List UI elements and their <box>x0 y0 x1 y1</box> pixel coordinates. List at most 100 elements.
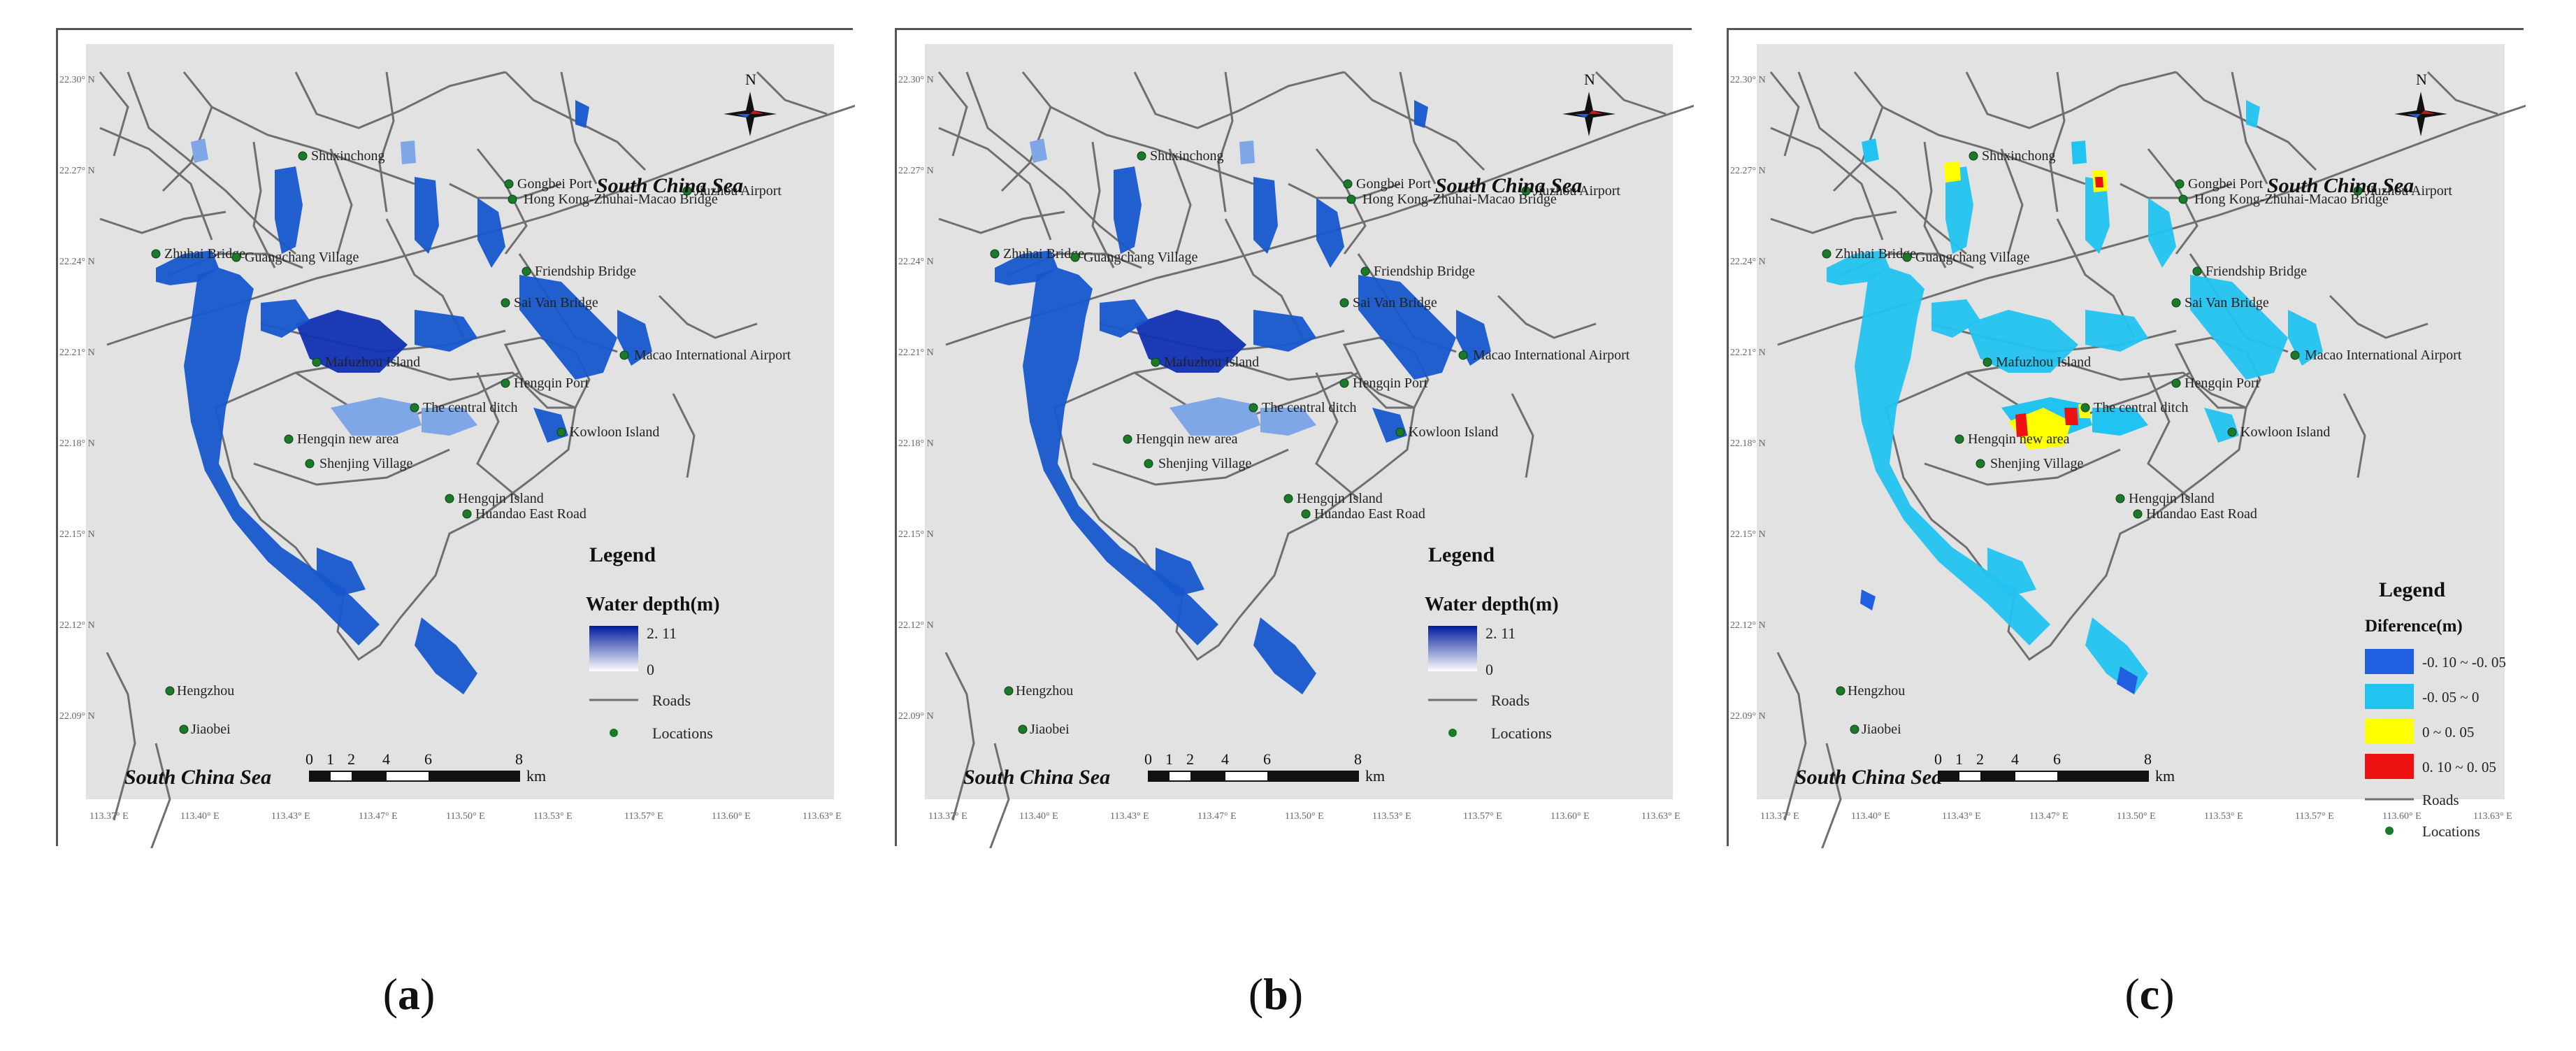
longitude-tick-label: 113.40° E <box>180 811 220 822</box>
road-line <box>2329 294 2429 339</box>
scale-bar-segment <box>2057 771 2106 781</box>
flooded-area <box>1316 198 1344 268</box>
location-label: Gongbei Port <box>1356 176 1432 192</box>
road-line <box>1924 448 2121 486</box>
location-marker <box>1343 179 1353 189</box>
location-label: Hengzhou <box>177 683 234 699</box>
latitude-tick-label: 22.18° N <box>59 438 95 449</box>
location-label: Friendship Bridge <box>1374 264 1475 279</box>
longitude-tick-label: 113.37° E <box>89 811 129 822</box>
longitude-tick-label: 113.37° E <box>928 811 967 822</box>
location-label: Hengzhou <box>1848 683 1905 699</box>
location-label: Mafuzhou Island <box>325 355 420 370</box>
longitude-tick-label: 113.60° E <box>2382 811 2422 822</box>
diff-positive-area <box>1944 162 1961 183</box>
road-line <box>1217 71 1234 213</box>
legend-min-value: 0 <box>1485 661 1493 678</box>
road-line <box>294 71 506 129</box>
legend-locations-label: Locations <box>652 724 713 742</box>
location-marker <box>1983 357 1992 367</box>
map-b-canvas: Jiuzhou Airport Shuxinchong Gongbei PortHo… <box>897 30 1694 848</box>
location-label: Hengqin Island <box>2129 491 2215 506</box>
latitude-tick-label: 22.21° N <box>59 348 95 358</box>
latitude-tick-label: 22.24° N <box>59 257 95 267</box>
location-label: Shenjing Village <box>1990 456 2084 471</box>
latitude-tick-label: 22.15° N <box>898 529 934 540</box>
longitude-tick-label: 113.53° E <box>1372 811 1411 822</box>
location-label: Friendship Bridge <box>2206 264 2307 279</box>
location-label: Jiaobei <box>1030 722 1070 737</box>
road-line <box>150 743 171 848</box>
location-marker <box>1902 252 1912 262</box>
flooded-area <box>1966 310 2078 373</box>
location-marker <box>1339 378 1349 388</box>
road-line <box>1769 71 1800 157</box>
legend-heading: Diference(m) <box>2365 617 2463 636</box>
scale-bar-segment <box>310 771 331 781</box>
scale-number: 4 <box>1221 750 1229 768</box>
location-label: Mafuzhou Island <box>1996 355 2091 370</box>
map-b-flood-layer <box>995 100 1491 694</box>
location-marker <box>1976 459 1985 469</box>
location-label: Shenjing Village <box>319 456 413 471</box>
location-marker <box>305 459 315 469</box>
legend-heading: Water depth(m) <box>586 594 720 615</box>
flooded-area <box>1931 299 1980 338</box>
scale-bar-segment <box>352 771 387 781</box>
road-line <box>1776 652 1807 821</box>
scale-bar-segment <box>1149 771 1170 781</box>
flooded-area <box>296 310 408 373</box>
location-marker <box>1822 249 1832 259</box>
road-line <box>378 71 395 213</box>
flooded-area <box>156 250 219 285</box>
road-line <box>1923 141 1947 269</box>
location-marker <box>1521 186 1531 196</box>
latitude-tick-label: 22.21° N <box>1730 348 1766 358</box>
map-c-legend: Legend Diference(m) -0. 10 ~ -0. 05 -0. 05 … <box>2365 578 2506 840</box>
map-b-compass: N <box>1562 71 1616 136</box>
road-line <box>965 71 1135 255</box>
road-line <box>1315 372 1359 500</box>
latitude-tick-label: 22.15° N <box>59 529 95 540</box>
road-line <box>2049 71 2066 213</box>
road-line <box>2120 183 2233 199</box>
location-label: Hengzhou <box>1016 683 1073 699</box>
flooded-area <box>1023 268 1218 645</box>
location-label: Sai Van Bridge <box>514 295 598 310</box>
road-line <box>1770 210 1897 234</box>
compass-accent <box>2407 114 2421 117</box>
map-c-scale-bar: 0 1 2 4 6 8km <box>1934 750 2175 785</box>
legend-location-swatch <box>2385 827 2394 835</box>
flooded-area <box>1253 177 1278 254</box>
legend-locations-label: Locations <box>2422 823 2480 840</box>
legend-class-swatch <box>2365 719 2414 744</box>
location-marker <box>521 266 531 276</box>
location-label: Hengqin new area <box>297 431 399 447</box>
diff-positive-strong-area <box>2064 408 2078 425</box>
location-marker <box>2080 403 2090 413</box>
location-marker <box>151 249 161 259</box>
legend-title: Legend <box>2379 578 2445 601</box>
road-line <box>476 148 528 255</box>
legend-roads-label: Roads <box>1491 692 1530 709</box>
road-line <box>2147 372 2191 500</box>
flooded-area <box>415 177 439 254</box>
latitude-tick-label: 22.30° N <box>898 75 934 85</box>
longitude-tick-label: 113.53° E <box>2204 811 2243 822</box>
scale-number: 1 <box>326 750 334 768</box>
road-line <box>99 210 226 234</box>
location-label: Gongbei Port <box>517 176 593 192</box>
location-label: Hengqin Island <box>1297 491 1383 506</box>
road-line <box>252 141 276 269</box>
location-label: Hengqin new area <box>1968 431 2070 447</box>
flooded-area <box>995 250 1058 285</box>
location-marker <box>462 509 472 519</box>
flooded-area-shallow <box>1260 408 1316 436</box>
map-a-flood-layer <box>156 100 652 694</box>
location-marker <box>556 427 566 437</box>
scale-unit: km <box>526 767 546 785</box>
location-marker <box>1836 686 1845 696</box>
road-line <box>1511 393 1534 478</box>
scale-unit: km <box>1365 767 1385 785</box>
map-a-sea-label-top: South China Sea <box>596 174 743 197</box>
